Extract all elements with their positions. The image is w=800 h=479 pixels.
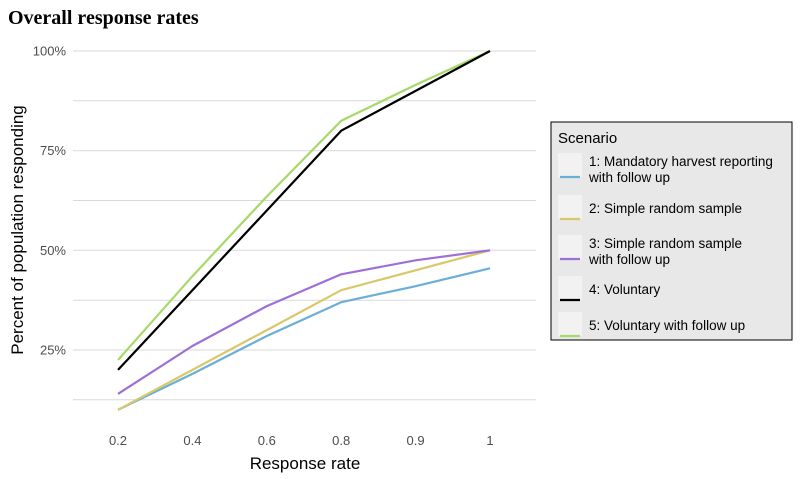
series-line-1 <box>117 267 491 411</box>
legend-key <box>558 312 582 336</box>
series-line-4 <box>117 50 491 371</box>
series-line-2 <box>117 249 491 411</box>
x-tick-label: 1 <box>486 433 493 448</box>
legend-item: 5: Voluntary with follow up <box>558 312 745 338</box>
series-line-3 <box>117 249 491 395</box>
legend-title: Scenario <box>558 130 617 147</box>
x-tick-label: 0.4 <box>183 433 201 448</box>
legend-label: 3: Simple random sample with follow up <box>588 236 742 267</box>
series-lines <box>117 49 491 411</box>
gridlines <box>73 50 536 401</box>
x-tick-label: 0.8 <box>332 433 350 448</box>
y-tick-label: 100% <box>33 44 67 59</box>
y-tick-label: 75% <box>40 143 66 158</box>
legend-item: 1: Mandatory harvest reporting with follo… <box>558 153 773 185</box>
series-line-5 <box>117 49 491 361</box>
legend-box <box>550 121 793 341</box>
x-axis-ticks: 0.2 0.4 0.6 0.8 0.9 1 <box>109 433 494 448</box>
legend-item: 2: Simple random sample <box>558 195 742 221</box>
x-axis-title: Response rate <box>250 454 361 473</box>
legend-items: 1: Mandatory harvest reporting with follo… <box>558 153 773 338</box>
legend-label: 2: Simple random sample <box>589 201 742 216</box>
legend-item: 3: Simple random sample with follow up <box>558 235 742 267</box>
x-tick-label: 0.9 <box>407 433 425 448</box>
legend: Scenario 1: Mandatory harvest reporting w… <box>550 121 793 341</box>
legend-key <box>558 153 582 177</box>
legend-key <box>558 235 582 259</box>
x-tick-label: 0.6 <box>258 433 276 448</box>
x-tick-label: 0.2 <box>109 433 127 448</box>
legend-label: 5: Voluntary with follow up <box>589 318 745 333</box>
chart-title: Overall response rates <box>8 7 199 29</box>
legend-item: 4: Voluntary <box>558 276 661 302</box>
legend-key <box>558 276 582 300</box>
y-tick-label: 25% <box>40 343 66 358</box>
y-axis-ticks: 25% 50% 75% 100% <box>33 44 67 358</box>
legend-label: 1: Mandatory harvest reporting with follo… <box>588 154 773 185</box>
legend-label: 4: Voluntary <box>589 282 661 297</box>
y-tick-label: 50% <box>40 243 66 258</box>
y-axis-title: Percent of population responding <box>8 105 27 355</box>
legend-key <box>558 195 582 219</box>
